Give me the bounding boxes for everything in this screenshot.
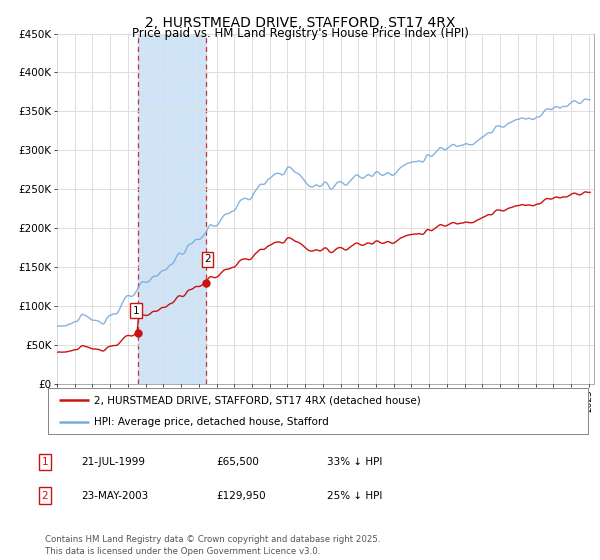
Text: HPI: Average price, detached house, Stafford: HPI: Average price, detached house, Staf… bbox=[94, 417, 329, 427]
Text: 2: 2 bbox=[41, 491, 49, 501]
Text: £65,500: £65,500 bbox=[216, 457, 259, 467]
Text: 21-JUL-1999: 21-JUL-1999 bbox=[81, 457, 145, 467]
Text: 33% ↓ HPI: 33% ↓ HPI bbox=[327, 457, 382, 467]
Text: 1: 1 bbox=[133, 306, 139, 316]
Text: £129,950: £129,950 bbox=[216, 491, 266, 501]
Text: Contains HM Land Registry data © Crown copyright and database right 2025.
This d: Contains HM Land Registry data © Crown c… bbox=[45, 535, 380, 556]
Text: Price paid vs. HM Land Registry's House Price Index (HPI): Price paid vs. HM Land Registry's House … bbox=[131, 27, 469, 40]
Text: 23-MAY-2003: 23-MAY-2003 bbox=[81, 491, 148, 501]
Text: 1: 1 bbox=[41, 457, 49, 467]
Text: 2: 2 bbox=[204, 254, 211, 264]
Bar bbox=[137, 34, 206, 384]
Text: 2, HURSTMEAD DRIVE, STAFFORD, ST17 4RX: 2, HURSTMEAD DRIVE, STAFFORD, ST17 4RX bbox=[145, 16, 455, 30]
Text: 2, HURSTMEAD DRIVE, STAFFORD, ST17 4RX (detached house): 2, HURSTMEAD DRIVE, STAFFORD, ST17 4RX (… bbox=[94, 395, 421, 405]
Text: 25% ↓ HPI: 25% ↓ HPI bbox=[327, 491, 382, 501]
